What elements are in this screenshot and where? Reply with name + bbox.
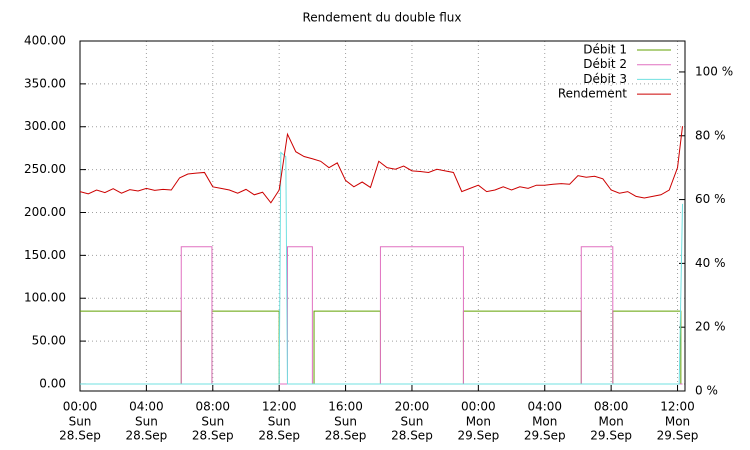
x-tick-sublabel: Mon bbox=[466, 415, 491, 429]
chart-title: Rendement du double flux bbox=[303, 11, 462, 25]
x-tick-sublabel: 28.Sep bbox=[126, 429, 168, 443]
y-tick-label: 150.00 bbox=[24, 248, 66, 262]
x-tick-sublabel: Sun bbox=[268, 415, 291, 429]
x-tick-sublabel: 28.Sep bbox=[258, 429, 300, 443]
y-tick-label: 300.00 bbox=[24, 119, 66, 133]
legend-label: Rendement bbox=[558, 87, 627, 101]
x-tick-sublabel: 28.Sep bbox=[192, 429, 234, 443]
series-line bbox=[79, 126, 684, 204]
y2-tick-label: 100 % bbox=[695, 64, 733, 78]
y-tick-label: 350.00 bbox=[24, 76, 66, 90]
y2-tick-label: 40 % bbox=[695, 256, 726, 270]
x-tick-label: 08:00 bbox=[594, 400, 629, 414]
legend-label: Débit 2 bbox=[583, 57, 627, 71]
x-tick-label: 04:00 bbox=[527, 400, 562, 414]
x-tick-sublabel: 28.Sep bbox=[325, 429, 367, 443]
x-tick-label: 12:00 bbox=[262, 400, 297, 414]
y-tick-label: 400.00 bbox=[24, 34, 66, 48]
y-tick-label: 200.00 bbox=[24, 205, 66, 219]
x-tick-sublabel: Sun bbox=[201, 415, 224, 429]
y-tick-label: 100.00 bbox=[24, 291, 66, 305]
x-tick-sublabel: Mon bbox=[532, 415, 557, 429]
x-tick-sublabel: Sun bbox=[135, 415, 158, 429]
series-line bbox=[80, 151, 684, 385]
x-tick-label: 00:00 bbox=[461, 400, 496, 414]
x-tick-sublabel: 29.Sep bbox=[657, 429, 699, 443]
x-tick-sublabel: 29.Sep bbox=[524, 429, 566, 443]
y-tick-label: 250.00 bbox=[24, 162, 66, 176]
x-tick-sublabel: Mon bbox=[665, 415, 690, 429]
y2-tick-label: 60 % bbox=[695, 192, 726, 206]
x-tick-label: 12:00 bbox=[660, 400, 695, 414]
x-tick-sublabel: Sun bbox=[69, 415, 92, 429]
x-tick-label: 04:00 bbox=[129, 400, 164, 414]
legend-label: Débit 3 bbox=[583, 72, 627, 86]
x-tick-sublabel: Sun bbox=[334, 415, 357, 429]
plot-frame bbox=[79, 40, 686, 392]
y-tick-label: 0.00 bbox=[39, 376, 66, 390]
y2-tick-label: 80 % bbox=[695, 128, 726, 142]
x-tick-label: 08:00 bbox=[195, 400, 230, 414]
x-tick-label: 00:00 bbox=[63, 400, 98, 414]
x-tick-sublabel: 29.Sep bbox=[590, 429, 632, 443]
x-tick-sublabel: 28.Sep bbox=[59, 429, 101, 443]
x-tick-label: 20:00 bbox=[395, 400, 430, 414]
x-tick-sublabel: Sun bbox=[401, 415, 424, 429]
y-tick-label: 50.00 bbox=[32, 334, 66, 348]
legend-label: Débit 1 bbox=[583, 43, 627, 57]
y2-tick-label: 20 % bbox=[695, 320, 726, 334]
x-tick-sublabel: 28.Sep bbox=[391, 429, 433, 443]
x-tick-sublabel: 29.Sep bbox=[458, 429, 500, 443]
y2-tick-label: 0 % bbox=[695, 384, 718, 398]
x-tick-sublabel: Mon bbox=[598, 415, 623, 429]
x-tick-label: 16:00 bbox=[328, 400, 363, 414]
